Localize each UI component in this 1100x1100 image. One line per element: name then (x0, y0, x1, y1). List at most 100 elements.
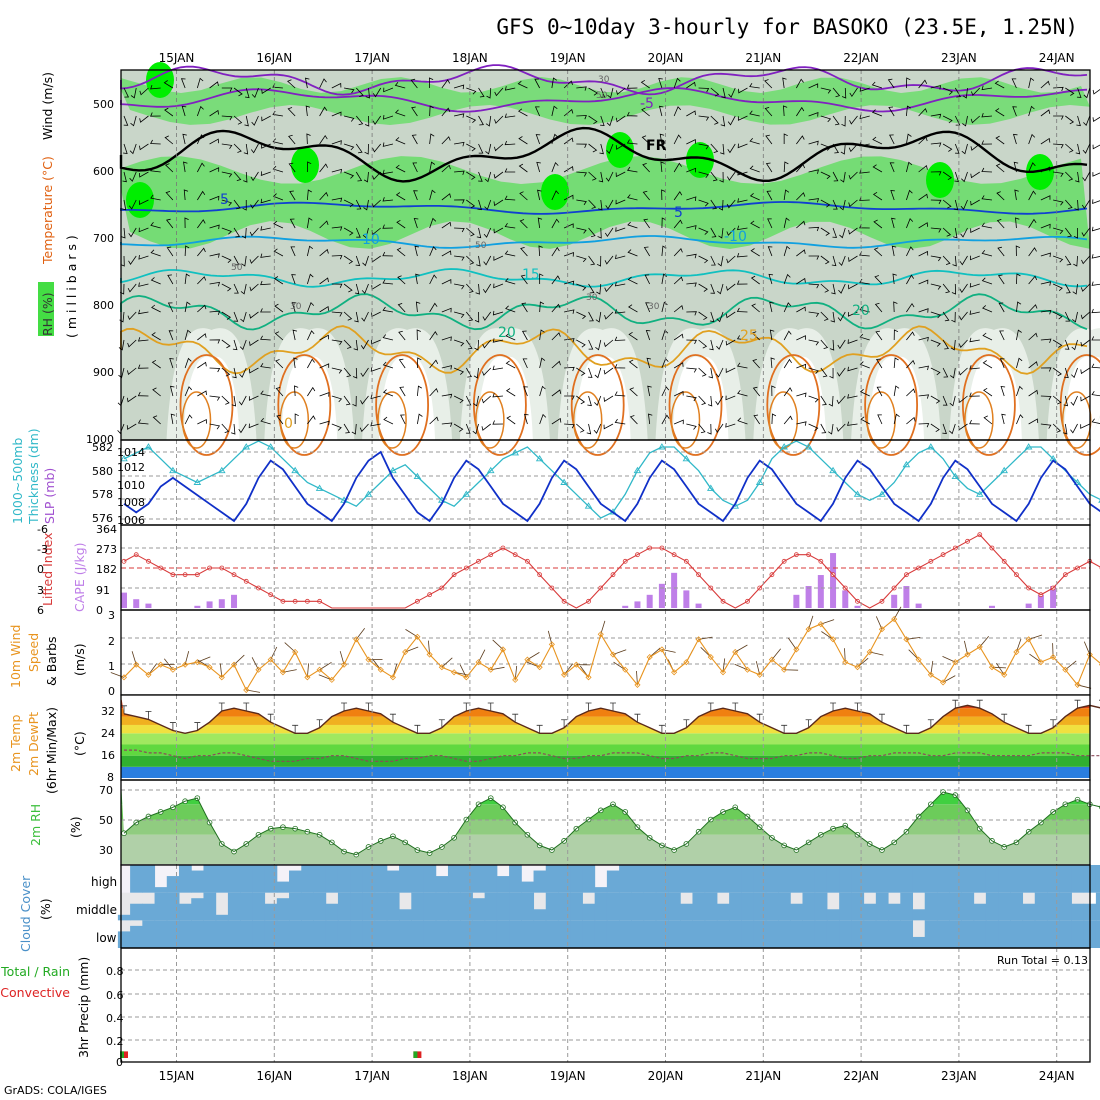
p-tick-900: 900 (93, 366, 114, 379)
upper-wind-barb (960, 199, 968, 210)
upper-wind-barb (643, 218, 651, 229)
upper-wind-barb (958, 339, 968, 349)
upper-wind-barb (551, 105, 558, 117)
upper-wind-barb (918, 107, 928, 117)
upper-wind-barb (319, 106, 328, 117)
upper-wind-barb (673, 134, 682, 145)
thickness-point (560, 478, 568, 485)
cloud-cell (337, 865, 351, 893)
cloud-cell (117, 931, 131, 948)
upper-wind-barb (873, 219, 883, 229)
cloud-cell (606, 892, 620, 921)
upper-wind-barb (121, 199, 127, 211)
cloud-cell (227, 892, 241, 921)
upper-wind-barb (454, 199, 465, 204)
upper-wind-barb (1012, 133, 1018, 145)
upper-wind-barb (411, 106, 418, 117)
cape-bar (1037, 594, 1044, 608)
upper-wind-barb (686, 196, 697, 201)
upper-wind-barb (331, 311, 343, 317)
upper-wind-barb (1073, 255, 1078, 267)
upper-wind-barb (1040, 309, 1052, 315)
upper-wind-barb (355, 255, 361, 266)
upper-wind-barb (129, 143, 137, 155)
upper-wind-barb (771, 413, 777, 425)
cloud-cell (472, 865, 486, 893)
upper-wind-barb (382, 142, 394, 147)
cloud-cell (765, 920, 779, 948)
thickness-point (1000, 466, 1008, 474)
upper-wind-barb (673, 77, 681, 89)
upper-wind-barb (983, 415, 993, 425)
cloud-cell (1010, 892, 1024, 921)
upper-wind-barb (796, 363, 807, 369)
contour-label-20b: 20 (498, 325, 516, 341)
upper-wind-barb (796, 192, 806, 201)
upper-wind-barb (588, 171, 597, 181)
upper-wind-barb (486, 87, 492, 99)
upper-wind-barb (626, 166, 638, 173)
upper-wind-barb (360, 339, 369, 350)
upper-wind-barb (249, 283, 259, 292)
upper-wind-barb (534, 78, 541, 89)
upper-wind-barb (829, 339, 835, 351)
upper-wind-barb (596, 255, 602, 267)
upper-wind-barb (319, 78, 327, 89)
upper-wind-barb (872, 164, 883, 173)
wind-barb (319, 661, 332, 671)
cloud-cell (851, 892, 865, 921)
rh-label: RH (%) (40, 292, 55, 336)
upper-wind-barb (750, 275, 760, 285)
upper-wind-barb (343, 367, 352, 378)
upper-wind-barb (725, 311, 736, 319)
upper-wind-barb (221, 227, 232, 235)
upper-wind-barb (475, 283, 480, 295)
upper-wind-barb (466, 115, 477, 124)
upper-wind-barb (796, 78, 804, 89)
upper-wind-barb (307, 330, 315, 341)
temp-error-bar (976, 699, 983, 709)
cloud-cell (961, 892, 975, 921)
cape-bar (842, 590, 849, 608)
upper-wind-barb (893, 329, 899, 341)
upper-wind-barb (871, 81, 883, 89)
temp-error-bar (267, 713, 274, 723)
upper-wind-barb (504, 250, 516, 257)
cloud-cell (655, 865, 669, 893)
upper-wind-barb (640, 79, 650, 89)
upper-wind-barb (274, 331, 284, 341)
upper-wind-barb (429, 217, 437, 229)
temp-error-bar (683, 719, 690, 728)
upper-wind-barb (221, 143, 233, 150)
upper-wind-barb (466, 199, 476, 209)
upper-wind-barb (718, 199, 724, 211)
temp-error-bar (1025, 724, 1032, 734)
temp-error-bar (854, 702, 861, 711)
upper-wind-barb (661, 189, 666, 201)
upper-wind-barb (997, 274, 1005, 285)
upper-wind-barb (370, 367, 381, 372)
temp-error-bar (389, 713, 396, 723)
upper-wind-barb (1065, 143, 1074, 153)
upper-wind-barb (382, 169, 394, 175)
cloud-cell (570, 865, 583, 893)
date-label-top: 21JAN (745, 51, 781, 65)
upper-wind-barb (595, 339, 602, 351)
upper-wind-barb (839, 199, 846, 211)
upper-wind-barb (725, 423, 736, 428)
cloud-cell (509, 920, 522, 948)
upper-wind-barb (243, 171, 248, 183)
upper-wind-barb (953, 227, 958, 239)
upper-wind-barb (645, 302, 651, 313)
upper-wind-barb (1014, 189, 1019, 201)
upper-wind-barb (1016, 301, 1022, 313)
upper-wind-barb (994, 80, 1005, 89)
upper-wind-barb (720, 115, 726, 127)
cape-bar (830, 553, 837, 608)
upper-wind-barb (1092, 144, 1100, 150)
upper-wind-barb (930, 113, 942, 119)
upper-wind-barb (1028, 361, 1038, 369)
upper-wind-barb (954, 171, 959, 182)
upper-wind-barb (233, 283, 239, 294)
contour-label-0: 0 (284, 416, 293, 432)
